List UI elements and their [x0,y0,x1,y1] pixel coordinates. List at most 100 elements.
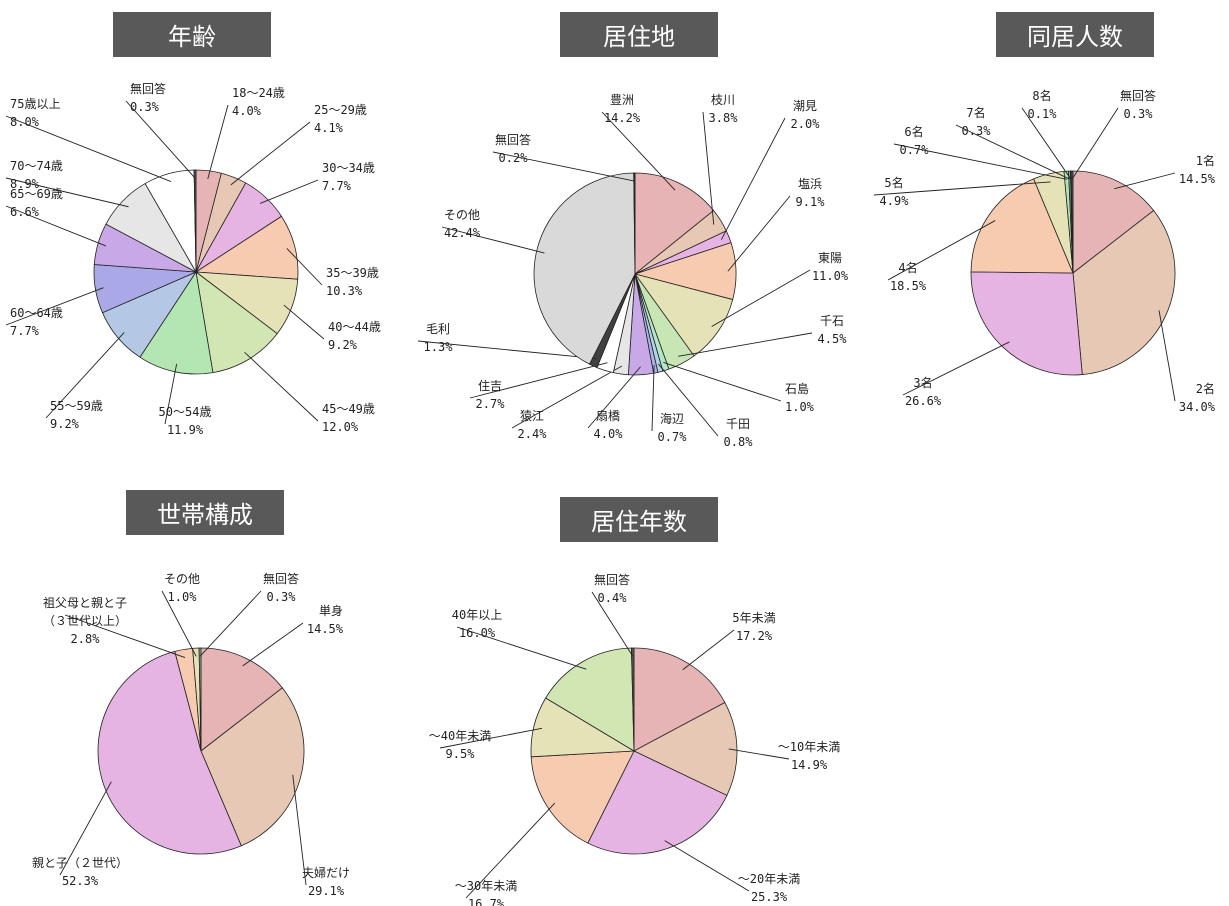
leader-line [728,748,790,760]
leader-line [682,629,735,671]
leader-line [664,840,750,892]
slice-value-label: 9.1% [796,195,826,209]
leader-line [292,774,307,886]
slice-value-label: 0.8% [724,435,754,449]
slice-label: 70〜74歳 [10,159,63,173]
leader-line [465,802,556,899]
leader-line [902,341,1010,396]
leader-line [651,364,655,432]
slice-value-label: 0.2% [499,151,529,165]
leader-line [244,351,319,422]
pie-slice [1072,209,1176,376]
slice-value-label: 0.3% [267,590,297,604]
leader-line [161,590,197,657]
slice-label: 住吉 [478,379,502,393]
slice-value-label: 9.5% [446,747,476,761]
leader-line [164,363,178,425]
slice-label: 夫婦だけ [302,865,350,880]
pie-slice [1072,170,1155,274]
pie-slice [193,169,197,273]
slice-label: 45〜49歳 [322,402,375,416]
leader-line [601,111,676,191]
pie-slice [97,650,242,855]
slice-label: 豊洲 [610,93,634,107]
leader-line [230,121,311,186]
slice-value-label: 1.0% [785,400,815,414]
slice-label: 55〜59歳 [50,399,103,413]
slice-value-label: 0.1% [1028,107,1058,121]
leader-line [492,151,635,182]
slice-label: 75歳以上 [10,97,60,111]
slice-value-label: 14.9% [791,758,828,772]
leader-line [511,365,623,429]
slice-label: 2名 [1196,381,1215,396]
leader-line [259,179,319,204]
leader-line [64,614,186,659]
slice-label: 40年以上 [452,608,502,622]
leader-line [5,287,104,326]
slice-value-label: 0.7% [900,143,930,157]
slice-value-label: 4.0% [232,104,262,118]
slice-label: その他 [444,208,480,222]
slice-label: 〜20年未満 [738,872,800,886]
leader-line [207,104,229,180]
leader-line [720,117,786,240]
slice-value-label: 14.5% [307,622,344,636]
slice-value-label: 14.5% [1179,172,1216,186]
slice-value-label: 8.9% [10,177,40,191]
leader-line [727,195,791,272]
leader-line [702,111,715,225]
slice-value-label: 2.8% [71,632,101,646]
pie-slice [587,750,728,855]
slice-value-label: 4.5% [818,332,848,346]
slice-label: 毛利 [426,322,450,336]
slice-label: 扇橋 [596,408,620,423]
slice-label: 25〜29歳 [314,103,367,117]
slice-label-line2: （３世代以上） [43,614,127,628]
slice-value-label: 0.7% [658,430,688,444]
leader-line [5,115,172,182]
leader-line [711,269,811,327]
slice-label: 40〜44歳 [328,320,381,334]
pie-slice [631,647,635,752]
chart-title-residence: 居住地 [560,12,718,57]
leader-line [469,362,608,399]
pie-slice [200,647,283,752]
slice-value-label: 4.1% [314,121,344,135]
leader-line [59,781,112,876]
leader-line [441,226,545,254]
slice-value-label: 11.0% [812,269,849,283]
slice-value-label: 0.3% [1124,107,1154,121]
slice-label: 30〜34歳 [322,161,375,175]
chart-title-household-size: 同居人数 [996,12,1154,57]
pie-slice [200,687,305,847]
slice-value-label: 11.9% [167,423,204,437]
slice-label: 潮見 [793,98,817,113]
slice-value-label: 4.0% [594,427,624,441]
slice-label: 無回答 [594,572,630,587]
slice-label: 6名 [904,124,923,139]
pie-slice [970,178,1074,274]
slice-value-label: 25.3% [751,890,788,904]
slice-value-label: 7.7% [10,324,40,338]
leader-line [893,143,1067,180]
slice-label: 猿江 [520,408,544,423]
chart-title-age: 年齢 [113,12,271,57]
slice-label: 65〜69歳 [10,187,63,201]
pie-slice [970,271,1083,376]
leader-line [658,363,719,437]
leader-line [417,340,597,360]
leader-line [242,622,304,667]
slice-value-label: 9.2% [328,338,358,352]
slice-value-label: 16.7% [468,897,505,906]
slice-value-label: 1.0% [168,590,198,604]
slice-label: 海辺 [660,411,684,426]
pie-slice [633,647,726,752]
slice-value-label: 10.3% [326,284,363,298]
slice-label: 5名 [884,175,903,190]
chart-title-years-of-residence: 居住年数 [560,497,718,542]
slice-label: 親と子（２世代） [32,856,128,870]
pie-slice [530,750,635,844]
pie-slice [633,701,738,796]
